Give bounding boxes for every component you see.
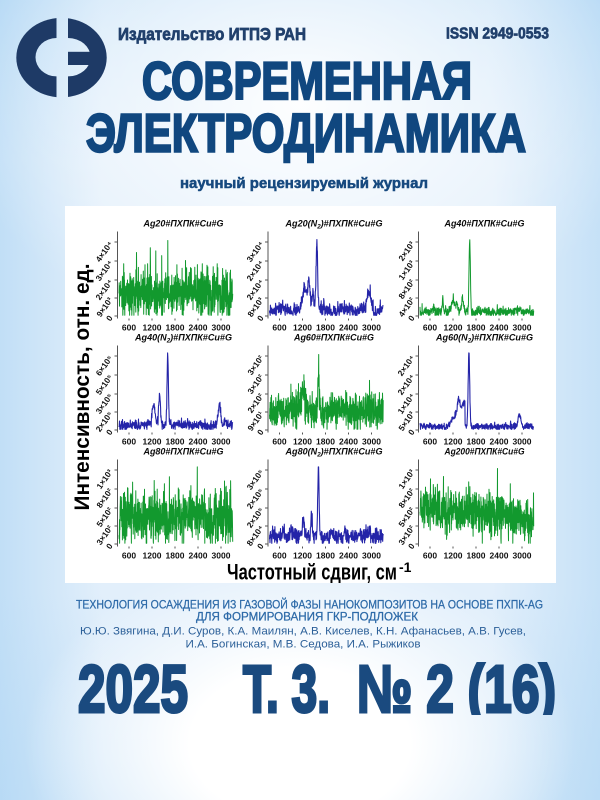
- svg-text:Ag40#ПХПК#Cu#G: Ag40#ПХПК#Cu#G: [444, 219, 526, 230]
- svg-text:8×10²: 8×10²: [396, 486, 417, 510]
- svg-text:2×10⁴: 2×10⁴: [395, 372, 416, 396]
- svg-text:1200: 1200: [143, 323, 162, 333]
- svg-text:3000: 3000: [362, 551, 381, 561]
- svg-text:4×10⁴: 4×10⁴: [93, 239, 114, 263]
- svg-text:1200: 1200: [444, 437, 463, 447]
- svg-text:6×10⁵: 6×10⁵: [93, 353, 114, 377]
- svg-text:600: 600: [272, 551, 286, 561]
- svg-text:Ag200#ПХПК#Cu#G: Ag200#ПХПК#Cu#G: [444, 447, 525, 458]
- svg-text:2400: 2400: [339, 323, 358, 333]
- svg-text:600: 600: [272, 437, 286, 447]
- svg-text:0: 0: [406, 313, 417, 323]
- svg-text:0: 0: [255, 313, 266, 323]
- svg-text:№ 2 (16): № 2 (16): [357, 652, 556, 715]
- svg-text:3000: 3000: [212, 323, 231, 333]
- svg-text:3000: 3000: [513, 437, 532, 447]
- svg-text:СОВРЕМЕННАЯ: СОВРЕМЕННАЯ: [142, 52, 472, 111]
- svg-text:2×10³: 2×10³: [396, 239, 417, 263]
- svg-text:-1: -1: [399, 559, 412, 575]
- svg-text:3×10⁴: 3×10⁴: [244, 239, 265, 263]
- svg-text:2400: 2400: [490, 437, 509, 447]
- svg-text:5×10⁵: 5×10⁵: [93, 372, 114, 396]
- svg-text:600: 600: [122, 437, 136, 447]
- svg-text:1800: 1800: [467, 551, 486, 561]
- svg-text:1800: 1800: [316, 437, 335, 447]
- svg-text:3000: 3000: [513, 323, 532, 333]
- svg-text:8×10²: 8×10²: [94, 486, 115, 510]
- svg-text:2400: 2400: [490, 323, 509, 333]
- svg-text:2×10⁵: 2×10⁵: [244, 486, 265, 510]
- svg-text:2400: 2400: [189, 437, 208, 447]
- svg-text:1200: 1200: [444, 551, 463, 561]
- svg-text:600: 600: [122, 323, 136, 333]
- svg-text:3000: 3000: [212, 551, 231, 561]
- svg-text:Ag60(N2)#ПХПК#Cu#G: Ag60(N2)#ПХПК#Cu#G: [435, 333, 534, 345]
- svg-text:0: 0: [104, 541, 115, 551]
- svg-text:Ag60#ПХПК#Cu#G: Ag60#ПХПК#Cu#G: [293, 333, 375, 344]
- svg-text:2×10⁴: 2×10⁴: [395, 353, 416, 377]
- svg-text:600: 600: [423, 437, 437, 447]
- svg-text:600: 600: [122, 551, 136, 561]
- svg-text:2400: 2400: [490, 551, 509, 561]
- svg-text:Ю.Ю. Звягина, Д.И. Суров, К.А.: Ю.Ю. Звягина, Д.И. Суров, К.А. Маилян, А…: [80, 626, 526, 638]
- svg-text:0: 0: [104, 427, 115, 437]
- svg-text:1800: 1800: [316, 551, 335, 561]
- svg-text:Ag80(N2)#ПХПК#Cu#G: Ag80(N2)#ПХПК#Cu#G: [285, 447, 384, 459]
- svg-text:1200: 1200: [143, 437, 162, 447]
- svg-text:2400: 2400: [339, 437, 358, 447]
- svg-text:Т. 3.: Т. 3.: [243, 652, 330, 715]
- svg-text:3000: 3000: [212, 437, 231, 447]
- svg-text:Ag20#ПХПК#Cu#G: Ag20#ПХПК#Cu#G: [143, 219, 225, 230]
- svg-text:научный рецензируемый журнал: научный рецензируемый журнал: [180, 176, 428, 192]
- svg-text:1800: 1800: [166, 551, 185, 561]
- svg-text:0: 0: [104, 313, 115, 323]
- svg-text:0: 0: [255, 541, 266, 551]
- svg-text:3000: 3000: [362, 437, 381, 447]
- svg-text:1800: 1800: [316, 323, 335, 333]
- svg-text:1800: 1800: [166, 437, 185, 447]
- svg-text:Интенсивность, отн. ед.: Интенсивность, отн. ед.: [70, 264, 94, 511]
- svg-text:1200: 1200: [143, 551, 162, 561]
- svg-text:1800: 1800: [467, 323, 486, 333]
- svg-text:ЭЛЕКТРОДИНАМИКА: ЭЛЕКТРОДИНАМИКА: [86, 105, 526, 164]
- svg-text:600: 600: [423, 551, 437, 561]
- svg-text:1200: 1200: [293, 323, 312, 333]
- svg-text:1×10³: 1×10³: [94, 467, 115, 491]
- svg-text:3000: 3000: [362, 323, 381, 333]
- svg-text:Частотный сдвиг, см: Частотный сдвиг, см: [227, 560, 397, 584]
- svg-text:1800: 1800: [467, 437, 486, 447]
- svg-text:ТЕХНОЛОГИЯ ОСАЖДЕНИЯ ИЗ ГАЗОВО: ТЕХНОЛОГИЯ ОСАЖДЕНИЯ ИЗ ГАЗОВОЙ ФАЗЫ НАН…: [76, 599, 543, 612]
- svg-text:2025: 2025: [78, 652, 188, 715]
- svg-text:2×10⁴: 2×10⁴: [244, 258, 265, 282]
- svg-text:ДЛЯ ФОРМИРОВАНИЯ ГКР-ПОДЛОЖЕК: ДЛЯ ФОРМИРОВАНИЯ ГКР-ПОДЛОЖЕК: [196, 612, 418, 624]
- svg-text:3×10²: 3×10²: [245, 353, 266, 377]
- svg-text:600: 600: [423, 323, 437, 333]
- svg-text:1200: 1200: [293, 551, 312, 561]
- svg-text:2400: 2400: [189, 551, 208, 561]
- svg-text:0: 0: [406, 427, 417, 437]
- svg-text:3×10⁵: 3×10⁵: [244, 467, 265, 491]
- svg-text:Ag40(N2)#ПХПК#Cu#G: Ag40(N2)#ПХПК#Cu#G: [134, 333, 233, 345]
- svg-text:0: 0: [255, 427, 266, 437]
- svg-text:3×10²: 3×10²: [245, 372, 266, 396]
- svg-text:600: 600: [272, 323, 286, 333]
- svg-text:1200: 1200: [444, 323, 463, 333]
- svg-text:И.А. Богинская, М.В. Седова, И: И.А. Богинская, М.В. Седова, И.А. Рыжико…: [186, 639, 421, 651]
- svg-text:Ag80#ПХПК#Cu#G: Ag80#ПХПК#Cu#G: [143, 447, 225, 458]
- svg-text:1800: 1800: [166, 323, 185, 333]
- svg-text:0: 0: [406, 541, 417, 551]
- svg-text:1×10³: 1×10³: [396, 467, 417, 491]
- svg-text:3×10⁴: 3×10⁴: [93, 258, 114, 282]
- svg-text:2400: 2400: [339, 551, 358, 561]
- svg-text:Издательство ИТПЭ РАН: Издательство ИТПЭ РАН: [118, 24, 306, 44]
- svg-text:ISSN 2949-0553: ISSN 2949-0553: [446, 26, 549, 43]
- svg-text:1200: 1200: [293, 437, 312, 447]
- svg-text:3000: 3000: [513, 551, 532, 561]
- svg-text:2400: 2400: [189, 323, 208, 333]
- svg-text:Ag20(N2)#ПХПК#Cu#G: Ag20(N2)#ПХПК#Cu#G: [285, 219, 384, 231]
- svg-text:1×10³: 1×10³: [396, 258, 417, 282]
